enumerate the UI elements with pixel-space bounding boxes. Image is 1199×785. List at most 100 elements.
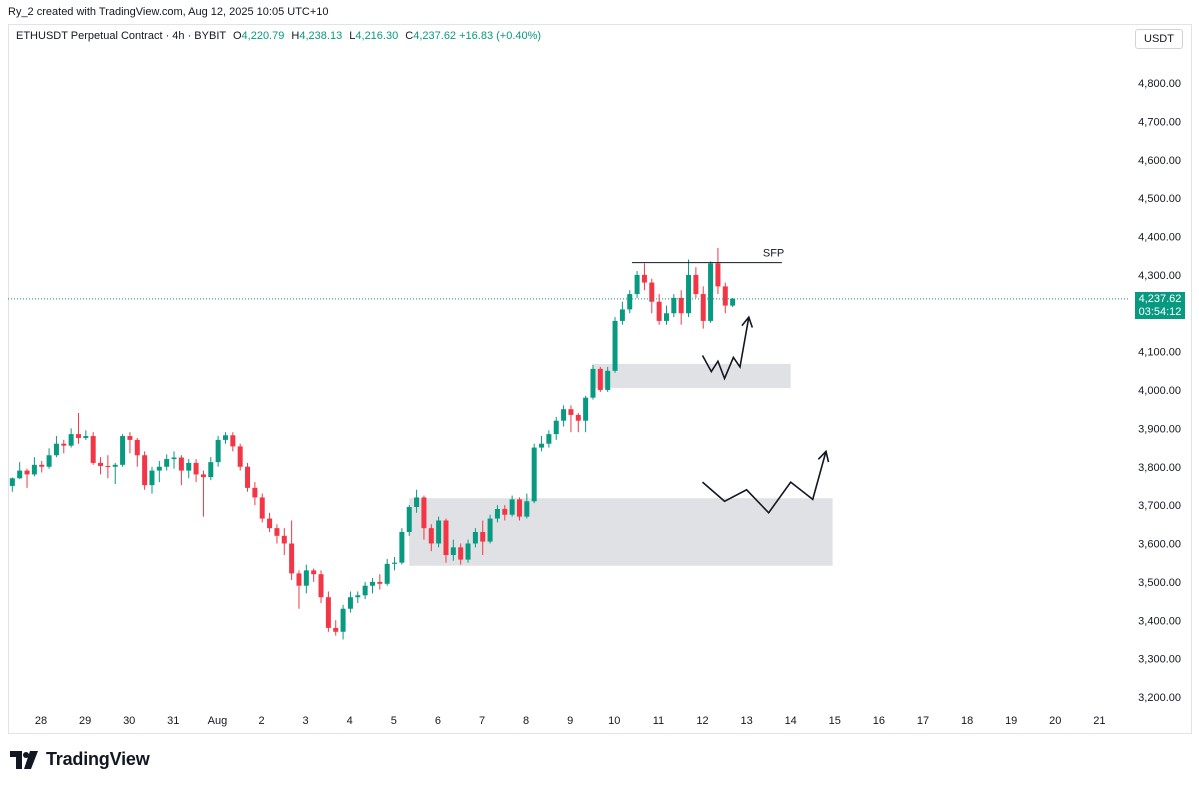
time-tick-label: 28 <box>35 715 47 727</box>
candle-body <box>200 474 206 478</box>
candle <box>156 460 162 483</box>
time-tick-label: 12 <box>696 715 708 727</box>
candle-body <box>443 520 449 556</box>
projection-path-1[interactable] <box>701 316 750 381</box>
projection-path-2[interactable] <box>701 451 827 515</box>
price-tick-label: 3,700.00 <box>1138 500 1181 512</box>
candle <box>252 482 258 506</box>
price-tick-label: 3,600.00 <box>1138 539 1181 551</box>
candle <box>17 462 23 480</box>
projection-arrowhead-2 <box>817 449 830 463</box>
candle-body <box>289 543 295 574</box>
candle-body <box>487 518 493 542</box>
candle <box>472 528 478 548</box>
candle <box>112 462 118 485</box>
candle-body <box>112 464 118 467</box>
candle <box>524 493 530 519</box>
candle <box>671 294 677 318</box>
candle-body <box>377 581 383 584</box>
close-label: C <box>405 30 414 42</box>
candle-body <box>656 301 662 321</box>
candle <box>693 267 699 298</box>
overlays-layer: SFP <box>8 248 1130 515</box>
candle-body <box>605 370 611 390</box>
candle <box>222 432 228 444</box>
candle-body <box>399 531 405 563</box>
candle-body <box>619 309 625 321</box>
price-tick-label: 4,300.00 <box>1138 270 1181 282</box>
time-tick-label: 16 <box>873 715 885 727</box>
candle-body <box>641 274 647 283</box>
candle-body <box>575 414 581 421</box>
time-tick-label: 20 <box>1049 715 1061 727</box>
candle-body <box>546 434 552 444</box>
candle <box>487 514 493 544</box>
candle-body <box>340 608 346 632</box>
price-tick-label: 3,300.00 <box>1138 654 1181 666</box>
candle-body <box>333 627 339 632</box>
candle-body <box>663 313 669 321</box>
price-axis: 4,800.00 4,700.00 4,600.00 4,500.00 4,400.00… <box>1138 78 1181 704</box>
candle-body <box>472 531 478 544</box>
candle-body <box>208 462 214 478</box>
currency-button[interactable]: USDT <box>1135 29 1183 49</box>
candle <box>686 259 692 318</box>
candle-body <box>561 409 567 421</box>
candle <box>9 477 15 492</box>
candle-body <box>428 528 434 544</box>
low-label: L <box>349 30 356 42</box>
high-value: 4,238.13 <box>299 30 343 42</box>
candle-body <box>134 439 140 456</box>
candle-body <box>68 434 74 446</box>
candle-body <box>105 465 111 467</box>
demand-zone-1 <box>592 363 791 389</box>
time-tick-label: 19 <box>1005 715 1017 727</box>
candle-body <box>311 570 317 575</box>
time-tick-label: 2 <box>258 715 264 727</box>
candle <box>83 430 89 440</box>
candle <box>193 459 199 483</box>
symbol-legend: ETHUSDT Perpetual Contract · 4h · BYBIT … <box>16 30 541 42</box>
price-tick-label: 4,600.00 <box>1138 155 1181 167</box>
candle <box>480 520 486 556</box>
candle <box>568 405 574 433</box>
time-tick-label: 10 <box>608 715 620 727</box>
candle <box>281 528 287 556</box>
candle <box>649 278 655 314</box>
candle-body <box>17 470 23 479</box>
candle-body <box>222 435 228 440</box>
candle <box>325 591 331 632</box>
candle <box>406 505 412 536</box>
zones-layer <box>409 363 833 566</box>
candle-body <box>708 263 714 321</box>
candle <box>722 282 728 314</box>
candle-body <box>90 436 96 463</box>
candle <box>634 271 640 298</box>
candle <box>458 543 464 565</box>
candle <box>700 286 706 329</box>
tradingview-logo[interactable]: TradingView <box>10 749 150 770</box>
candle-body <box>215 439 221 463</box>
candle <box>678 290 684 325</box>
candle-body <box>53 443 59 456</box>
candle-body <box>46 455 52 467</box>
candle <box>208 457 214 481</box>
candle-body <box>24 470 30 475</box>
candle <box>377 574 383 590</box>
candle <box>333 620 339 636</box>
candle <box>200 470 206 517</box>
candle <box>178 455 184 486</box>
candle <box>134 437 140 467</box>
candle-body <box>531 447 537 502</box>
candle-body <box>193 462 199 475</box>
candle-body <box>686 274 692 314</box>
candle <box>120 434 126 467</box>
candle <box>90 432 96 465</box>
candle-body <box>509 499 515 515</box>
candle <box>311 568 317 582</box>
candle <box>583 395 589 433</box>
candle <box>230 432 236 452</box>
candle-body <box>649 282 655 302</box>
candle-body <box>722 286 728 306</box>
